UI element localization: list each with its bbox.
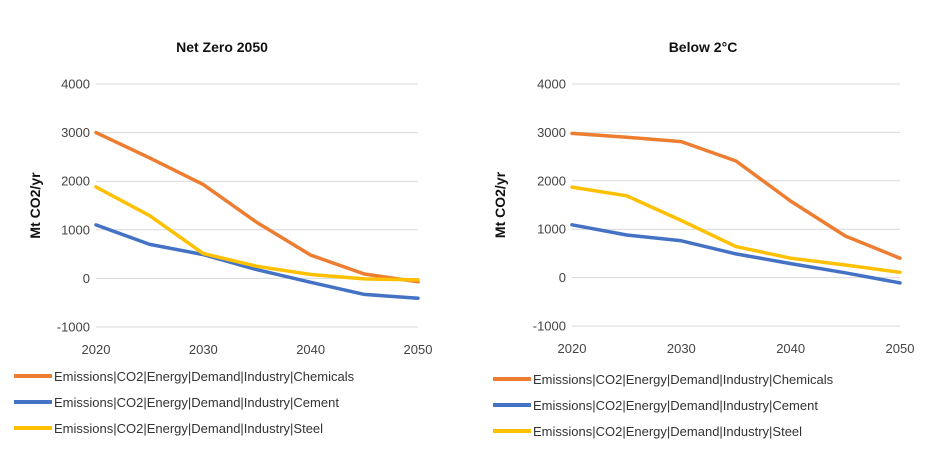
legend-item: Emissions|CO2|Energy|Demand|Industry|Ste… [493,424,802,439]
legend-label: Emissions|CO2|Energy|Demand|Industry|Ste… [54,421,323,436]
series-line-chemicals [570,131,902,260]
y-tick-label: 0 [559,270,566,285]
chart-title: Net Zero 2050 [176,39,268,55]
chart-panel-net-zero-2050: Net Zero 2050 Mt CO2/yr -1000 0 1000 2000 3000… [14,39,433,436]
legend-item: Emissions|CO2|Energy|Demand|Industry|Che… [14,369,355,384]
x-tick-label: 2020 [558,341,587,356]
legend-label: Emissions|CO2|Energy|Demand|Industry|Che… [54,369,355,384]
chart-panel-below-2c: Below 2°C Mt CO2/yr -1000 0 1000 2000 3000 4000… [463,0,926,451]
x-tick-label: 2020 [82,342,111,357]
y-tick-label: 1000 [537,222,566,237]
x-tick-label: 2050 [404,342,433,357]
y-tick-label: 3000 [537,125,566,140]
y-tick-label: 2000 [61,174,90,189]
y-axis-label: Mt CO2/yr [27,172,43,239]
legend-label: Emissions|CO2|Energy|Demand|Industry|Cem… [54,395,339,410]
legend-label: Emissions|CO2|Energy|Demand|Industry|Cem… [533,398,818,413]
chart-title: Below 2°C [669,39,738,55]
series-line-steel [94,185,420,282]
legend-item: Emissions|CO2|Energy|Demand|Industry|Cem… [493,398,818,413]
x-tick-label: 2040 [776,341,805,356]
y-tick-label: -1000 [533,319,566,334]
legend-item: Emissions|CO2|Energy|Demand|Industry|Ste… [14,421,323,436]
y-tick-label: 2000 [537,173,566,188]
series-line-steel [570,185,902,275]
y-tick-label: 1000 [61,222,90,237]
x-tick-label: 2040 [296,342,325,357]
y-tick-label: 4000 [537,77,566,92]
chart-below-2c: Below 2°C Mt CO2/yr -1000 0 1000 2000 3000 4000… [492,39,915,439]
x-tick-label: 2030 [667,341,696,356]
legend-item: Emissions|CO2|Energy|Demand|Industry|Che… [493,372,834,387]
y-tick-label: 0 [83,271,90,286]
series-line-chemicals [94,130,420,284]
series-line-cement [570,223,902,285]
legend-item: Emissions|CO2|Energy|Demand|Industry|Cem… [14,395,339,410]
chart-net-zero-2050: Net Zero 2050 Mt CO2/yr -1000 0 1000 2000 3000… [14,39,433,436]
y-tick-label: -1000 [57,320,90,335]
y-tick-label: 3000 [61,125,90,140]
y-tick-label: 4000 [61,77,90,92]
y-axis-label: Mt CO2/yr [492,171,508,238]
x-tick-label: 2030 [189,342,218,357]
legend-label: Emissions|CO2|Energy|Demand|Industry|Ste… [533,424,802,439]
legend-label: Emissions|CO2|Energy|Demand|Industry|Che… [533,372,834,387]
x-tick-label: 2050 [886,341,915,356]
series-line-cement [94,223,420,301]
